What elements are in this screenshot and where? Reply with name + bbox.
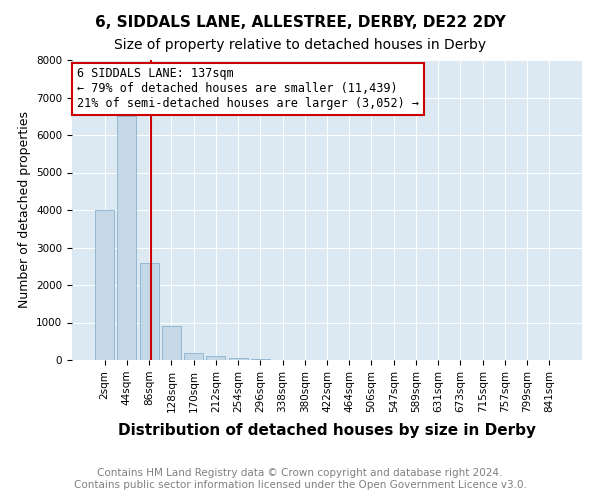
Text: Contains HM Land Registry data © Crown copyright and database right 2024.
Contai: Contains HM Land Registry data © Crown c…: [74, 468, 526, 490]
Bar: [229, 358, 248, 360]
Text: 6, SIDDALS LANE, ALLESTREE, DERBY, DE22 2DY: 6, SIDDALS LANE, ALLESTREE, DERBY, DE22 …: [95, 15, 505, 30]
Text: Size of property relative to detached houses in Derby: Size of property relative to detached ho…: [114, 38, 486, 52]
Bar: [95, 210, 114, 360]
Bar: [140, 262, 158, 360]
Bar: [206, 356, 225, 360]
Bar: [118, 116, 136, 360]
X-axis label: Distribution of detached houses by size in Derby: Distribution of detached houses by size …: [118, 423, 536, 438]
Bar: [162, 326, 181, 360]
Bar: [184, 352, 203, 360]
Y-axis label: Number of detached properties: Number of detached properties: [17, 112, 31, 308]
Text: 6 SIDDALS LANE: 137sqm
← 79% of detached houses are smaller (11,439)
21% of semi: 6 SIDDALS LANE: 137sqm ← 79% of detached…: [77, 68, 419, 110]
Bar: [251, 359, 270, 360]
